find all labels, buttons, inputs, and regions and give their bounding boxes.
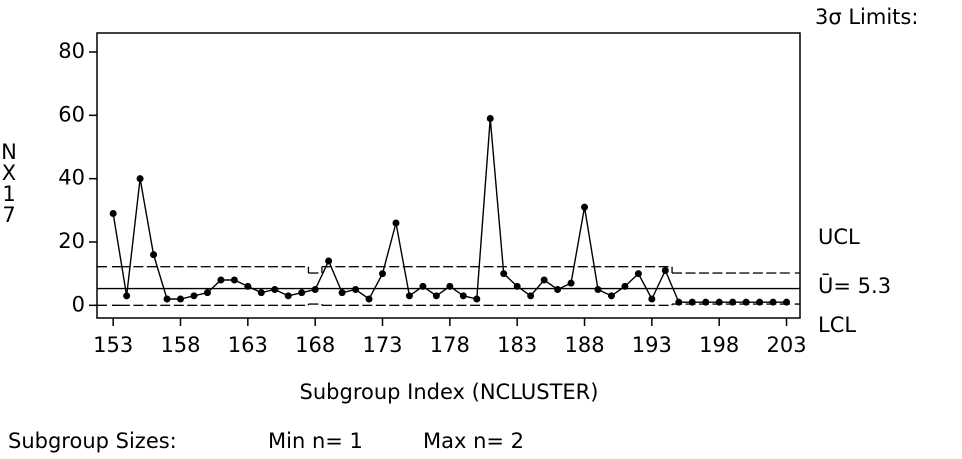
ucl-label: UCL xyxy=(818,225,860,249)
data-point xyxy=(715,298,723,306)
data-point xyxy=(459,292,467,300)
footer-sizes: Subgroup Sizes: xyxy=(8,429,177,453)
center-value: 5.3 xyxy=(858,274,891,298)
data-point xyxy=(298,289,306,297)
data-point xyxy=(634,270,642,278)
plot-frame xyxy=(96,32,801,319)
y-tick-label: 0 xyxy=(72,292,85,316)
data-point xyxy=(123,292,131,300)
lcl-label: LCL xyxy=(818,313,856,337)
y-tick-label: 60 xyxy=(58,102,85,126)
data-point xyxy=(392,219,400,227)
data-point xyxy=(742,298,750,306)
x-tick-label: 188 xyxy=(564,333,604,357)
x-tick-label: 178 xyxy=(430,333,470,357)
data-point xyxy=(190,292,198,300)
data-point xyxy=(338,289,346,297)
data-point xyxy=(567,279,575,287)
y-tick-label: 80 xyxy=(58,39,85,63)
data-point xyxy=(648,295,656,303)
data-point xyxy=(284,292,292,300)
data-point xyxy=(675,298,683,306)
y-tick-label: 40 xyxy=(58,166,85,190)
data-point xyxy=(257,289,265,297)
data-point xyxy=(729,298,737,306)
x-tick-label: 193 xyxy=(632,333,672,357)
x-axis-label: Subgroup Index (NCLUSTER) xyxy=(300,380,599,404)
data-point xyxy=(109,210,117,217)
data-point xyxy=(271,286,279,293)
x-tick-label: 173 xyxy=(362,333,402,357)
data-point xyxy=(621,282,629,290)
data-point xyxy=(405,292,413,300)
data-point xyxy=(486,115,494,122)
footer-min: Min n= 1 xyxy=(268,429,363,453)
x-tick-label: 153 xyxy=(93,333,133,357)
data-line xyxy=(112,118,787,303)
data-point xyxy=(446,282,454,290)
data-point xyxy=(581,203,589,211)
data-point xyxy=(379,270,387,278)
data-point xyxy=(136,175,144,183)
x-tick-label: 163 xyxy=(228,333,268,357)
data-point xyxy=(527,292,535,300)
data-point xyxy=(473,295,481,303)
data-point xyxy=(756,298,764,306)
limits-title: 3σ Limits: xyxy=(815,5,918,29)
data-point xyxy=(783,298,791,306)
data-point xyxy=(594,286,602,293)
data-point xyxy=(432,292,440,300)
data-point xyxy=(325,257,333,265)
data-point xyxy=(150,251,158,259)
data-point xyxy=(500,270,508,278)
data-point xyxy=(163,295,171,303)
data-point xyxy=(607,292,615,300)
data-point xyxy=(365,295,373,303)
center-label-text: Ū= xyxy=(818,273,851,298)
x-tick-label: 203 xyxy=(766,333,806,357)
data-point xyxy=(769,298,777,306)
data-point xyxy=(419,282,427,290)
y-tick-label: 20 xyxy=(58,229,85,253)
data-point xyxy=(661,267,669,274)
data-point xyxy=(352,286,360,293)
data-point xyxy=(513,282,521,290)
x-tick-label: 158 xyxy=(160,333,200,357)
data-point xyxy=(554,286,562,293)
data-point xyxy=(688,298,696,306)
x-tick-label: 183 xyxy=(497,333,537,357)
footer-max: Max n= 2 xyxy=(423,429,524,453)
x-tick-label: 198 xyxy=(699,333,739,357)
data-point xyxy=(244,282,252,290)
data-point xyxy=(203,289,211,297)
data-point xyxy=(540,276,548,284)
data-point xyxy=(176,295,184,303)
data-point xyxy=(702,298,710,306)
center-label: Ū= 5.3 xyxy=(818,273,891,298)
data-point xyxy=(217,276,225,284)
x-tick-label: 168 xyxy=(295,333,335,357)
data-point xyxy=(311,286,319,293)
data-point xyxy=(230,276,238,284)
y-axis-label: NX17 xyxy=(0,140,21,224)
